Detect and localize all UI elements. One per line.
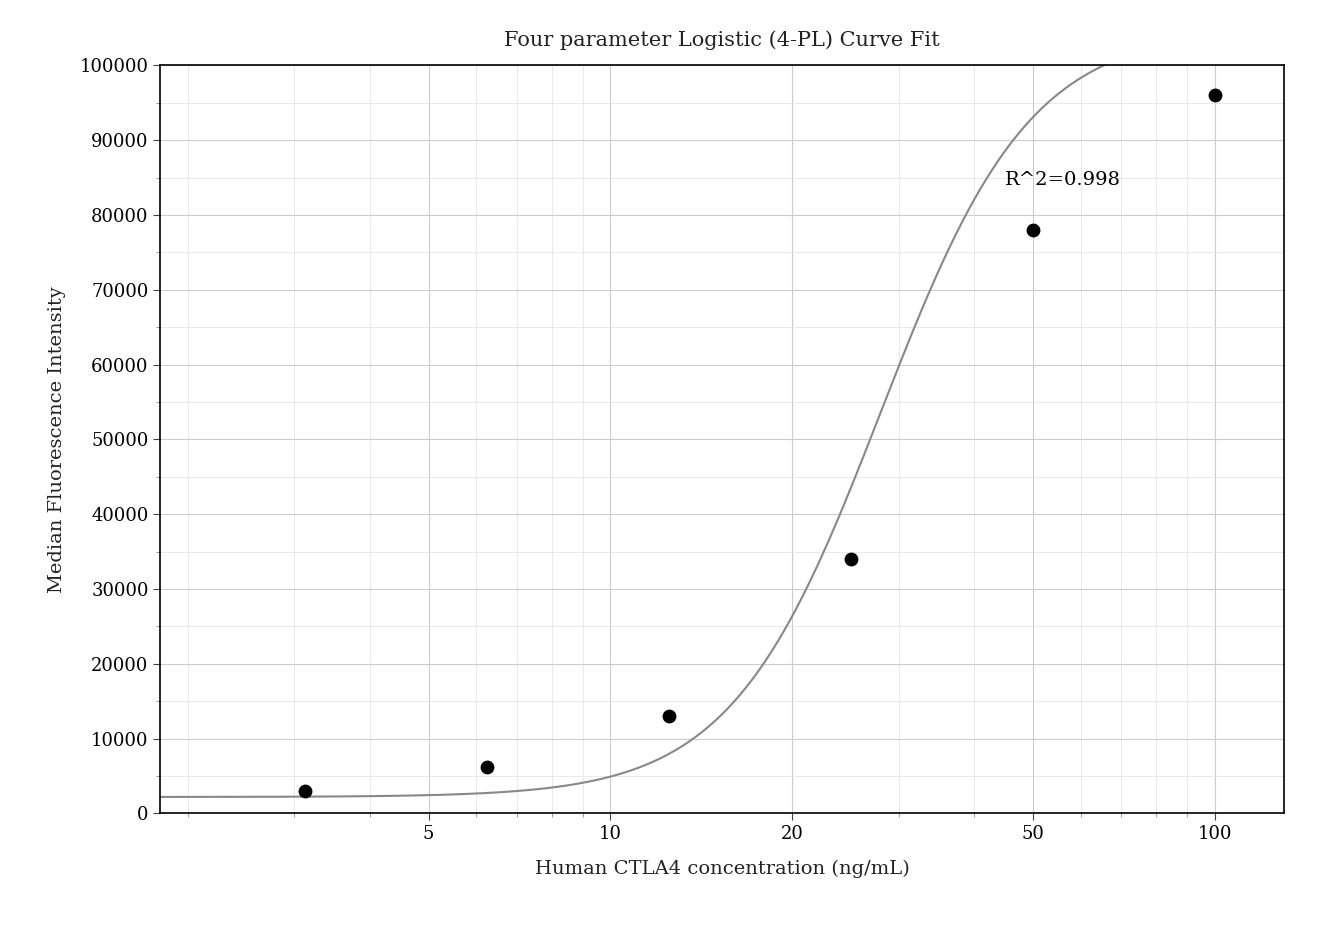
Point <box>840 552 861 567</box>
Text: R^2=0.998: R^2=0.998 <box>1005 171 1122 189</box>
Point <box>476 759 497 774</box>
Point <box>294 784 316 798</box>
X-axis label: Human CTLA4 concentration (ng/mL): Human CTLA4 concentration (ng/mL) <box>535 860 909 878</box>
Title: Four parameter Logistic (4-PL) Curve Fit: Four parameter Logistic (4-PL) Curve Fit <box>504 30 940 50</box>
Point <box>1021 223 1043 237</box>
Point <box>1205 88 1226 103</box>
Point <box>658 709 679 724</box>
Y-axis label: Median Fluorescence Intensity: Median Fluorescence Intensity <box>48 286 66 593</box>
